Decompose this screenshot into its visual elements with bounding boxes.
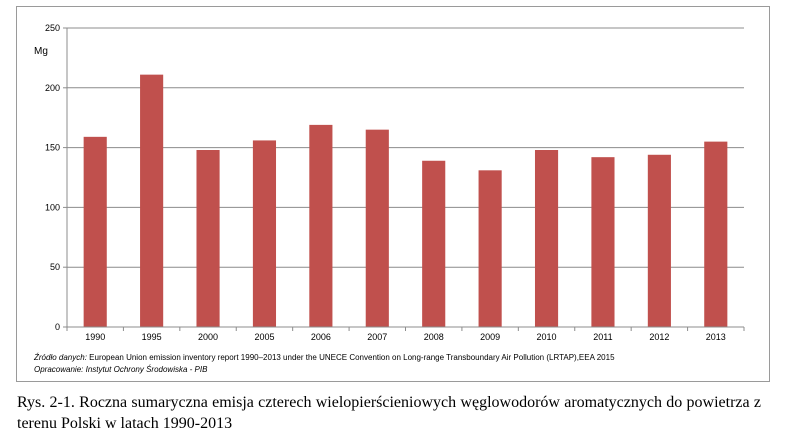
- x-tick-labels: 1990 1995 2000 2005 2006 2007 2008 2009 2010 2011…: [85, 332, 726, 342]
- y-tick-label: 50: [50, 262, 60, 272]
- y-tick-label: 200: [45, 83, 60, 93]
- x-tick-label: 2008: [424, 332, 444, 342]
- bar-2010: [534, 149, 559, 327]
- y-unit-label: Mg: [34, 46, 48, 57]
- bar-1990: [83, 136, 107, 327]
- x-tick-label: 2009: [480, 332, 500, 342]
- prepared-by-text: Instytut Ochrony Środowiska - PIB: [85, 365, 208, 374]
- data-source-line: Źródło danych: European Union emission i…: [34, 352, 764, 364]
- axes: [63, 27, 745, 331]
- y-tick-label: 0: [55, 322, 60, 332]
- y-tick-label: 150: [45, 143, 60, 153]
- y-tick-label: 250: [45, 23, 60, 33]
- x-tick-label: 1995: [142, 332, 162, 342]
- x-tick-label: 1990: [85, 332, 105, 342]
- x-tick-label: 2005: [254, 332, 274, 342]
- x-tick-label: 2011: [593, 332, 612, 342]
- bar-2011: [591, 157, 615, 327]
- x-tick-label: 2013: [706, 332, 726, 342]
- bars: [83, 74, 728, 327]
- bar-2005: [252, 140, 277, 327]
- bar-2009: [478, 170, 502, 327]
- x-tick-label: 2007: [367, 332, 387, 342]
- bar-2006: [309, 124, 333, 327]
- source-note: Źródło danych: European Union emission i…: [34, 352, 764, 376]
- bar-2012: [647, 154, 671, 327]
- x-tick-label: 2000: [198, 332, 218, 342]
- y-tick-labels: 0 50 100 150 200 250: [45, 23, 60, 332]
- bar-2013: [704, 141, 728, 327]
- y-tick-label: 100: [45, 202, 60, 212]
- bar-1995: [140, 74, 164, 327]
- x-tick-label: 2010: [537, 332, 557, 342]
- data-source-label: Źródło danych:: [34, 353, 87, 362]
- prepared-by-label: Opracowanie:: [34, 365, 84, 374]
- x-tick-label: 2012: [649, 332, 669, 342]
- figure-caption: Rys. 2-1. Roczna sumaryczna emisja czter…: [17, 394, 761, 432]
- gridlines: [67, 27, 744, 268]
- prepared-by-line: Opracowanie: Instytut Ochrony Środowiska…: [34, 364, 764, 376]
- bar-2008: [422, 160, 446, 327]
- data-source-text: European Union emission inventory report…: [89, 353, 615, 362]
- bar-2007: [365, 129, 389, 327]
- x-tick-label: 2006: [311, 332, 331, 342]
- bar-2000: [196, 149, 220, 327]
